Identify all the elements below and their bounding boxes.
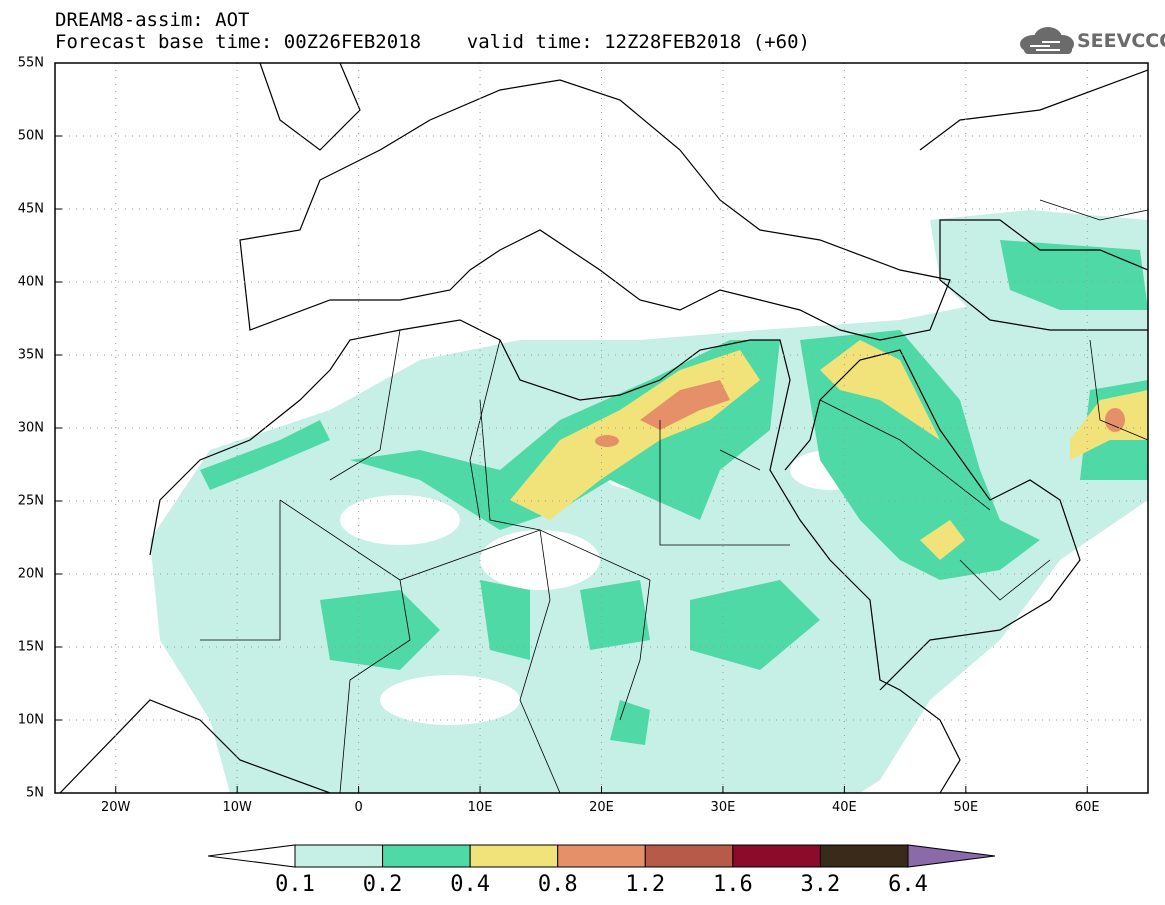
- lon-label: 10E: [467, 800, 493, 815]
- colorbar-label: 1.2: [625, 872, 666, 897]
- logo-text: SEEVCCC: [1077, 30, 1165, 52]
- colorbar-label: 0.4: [450, 872, 491, 897]
- lat-label: 25N: [17, 493, 44, 509]
- aot-clear-patches: [340, 450, 870, 725]
- colorbar-label: 1.6: [712, 872, 753, 897]
- chart-title: DREAM8-assim: AOT: [55, 9, 250, 31]
- aot-shading-0.1: [150, 210, 1148, 793]
- lon-label: 0: [354, 800, 363, 815]
- colorbar-label: 0.1: [275, 872, 315, 897]
- map-ticks: [55, 62, 1088, 794]
- map-grid: [55, 63, 1148, 793]
- lat-label: 50N: [17, 128, 44, 144]
- lat-label: 30N: [17, 420, 44, 436]
- lat-label: 20N: [17, 566, 44, 582]
- lat-label: 10N: [17, 712, 44, 728]
- coastlines: [59, 63, 1148, 793]
- colorbar-label: 0.2: [362, 872, 403, 897]
- aot-shading-0.8: [595, 380, 1125, 447]
- colorbar-label: 6.4: [888, 872, 928, 897]
- lon-label: 20E: [589, 800, 614, 815]
- colorbar-label: 0.8: [537, 872, 578, 897]
- lon-label: 10W: [222, 800, 252, 815]
- lat-label: 45N: [17, 201, 44, 217]
- lat-label: 5N: [26, 785, 44, 801]
- country-borders: [200, 199, 1148, 793]
- cloud-logo-icon: [1020, 27, 1074, 54]
- lon-label: 20W: [101, 800, 131, 815]
- lon-label: 40E: [831, 800, 857, 815]
- lat-label: 40N: [17, 274, 44, 290]
- lon-label: 60E: [1074, 800, 1100, 815]
- forecast-time-line: Forecast base time: 00Z26FEB2018 valid t…: [55, 31, 810, 53]
- lat-label: 55N: [17, 55, 44, 71]
- lat-label: 35N: [17, 347, 44, 363]
- lat-label: 15N: [17, 639, 44, 655]
- colorbar-label: 3.2: [800, 872, 841, 897]
- lon-label: 50E: [953, 800, 979, 815]
- lon-label: 30E: [710, 800, 736, 815]
